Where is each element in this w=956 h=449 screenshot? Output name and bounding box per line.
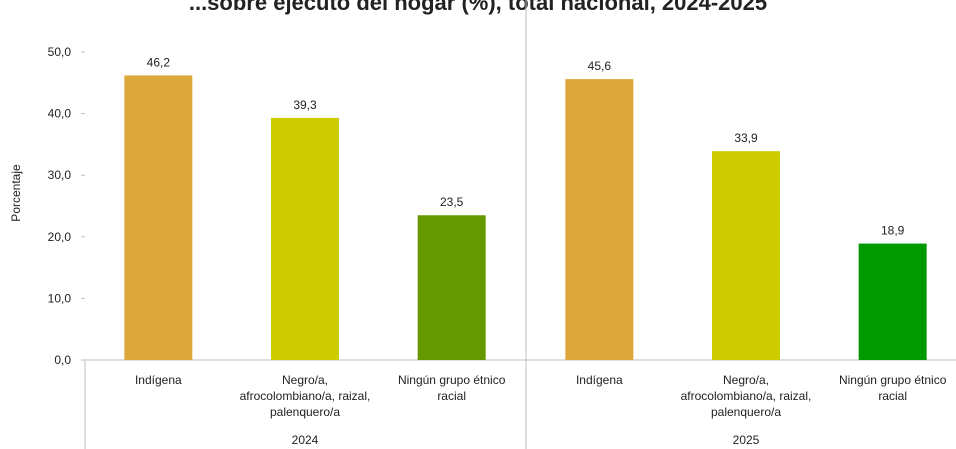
data-label: 23,5 — [440, 195, 464, 209]
x-tick-label: palenquero/a — [711, 405, 781, 419]
y-tick-label: 40,0 — [48, 107, 72, 121]
x-tick-label: Ningún grupo étnico — [398, 373, 506, 387]
data-label: 18,9 — [881, 224, 905, 238]
bar — [417, 215, 486, 360]
bar — [565, 79, 634, 360]
x-tick-label: Negro/a, — [282, 373, 328, 387]
data-label: 46,2 — [147, 55, 171, 69]
group-label: 2024 — [292, 433, 319, 447]
group-label: 2025 — [733, 433, 760, 447]
x-tick-label: Indígena — [135, 373, 182, 387]
bar — [124, 75, 193, 361]
y-tick-label: 20,0 — [48, 230, 72, 244]
data-label: 33,9 — [734, 131, 758, 145]
y-axis-ticks: 0,0 10,0 20,0 30,0 40,0 50,0 — [48, 45, 85, 367]
y-axis-title: Porcentaje — [9, 164, 23, 222]
bar — [858, 243, 927, 360]
data-label: 39,3 — [293, 98, 317, 112]
plot-area: 46,2 Indígena 39,3 Negro/a, afrocolombiano/a… — [84, 0, 956, 449]
data-label: 45,6 — [588, 59, 612, 73]
x-tick-label: afrocolombiano/a, raizal, — [240, 389, 371, 403]
bar — [712, 151, 780, 360]
x-tick-label: Indígena — [576, 373, 623, 387]
y-tick-label: 50,0 — [48, 45, 72, 59]
y-tick-label: 30,0 — [48, 168, 72, 182]
chart-title: ...sobre ejecutó del hogar (%), total na… — [189, 0, 767, 15]
x-tick-label: palenquero/a — [270, 405, 340, 419]
x-tick-label: racial — [437, 389, 466, 403]
x-tick-label: Negro/a, — [723, 373, 769, 387]
x-tick-label: afrocolombiano/a, raizal, — [681, 389, 812, 403]
bar — [271, 117, 339, 360]
x-tick-label: racial — [878, 389, 907, 403]
x-tick-label: Ningún grupo étnico — [839, 373, 947, 387]
y-tick-label: 10,0 — [48, 291, 72, 305]
y-tick-label: 0,0 — [54, 353, 71, 367]
